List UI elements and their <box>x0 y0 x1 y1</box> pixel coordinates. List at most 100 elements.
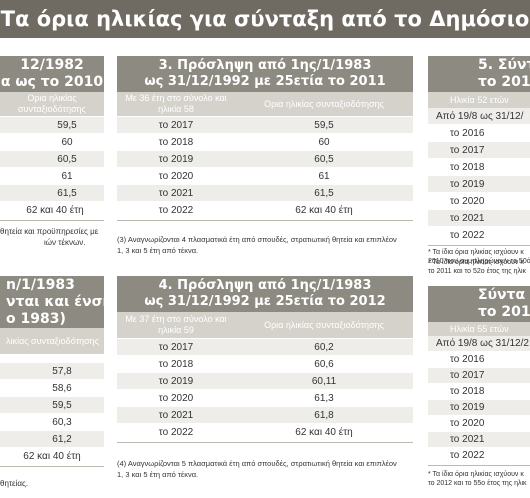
table-row: το 2021 <box>428 210 530 227</box>
footnote-line-2: 1, 3 και 5 έτη από τέκνα. <box>117 470 199 479</box>
table-title-line-1: n/1/1983 <box>6 276 75 293</box>
table-panel-5: 5. Σύντα το 2011 Ηλικία 52 ετών Από 19/8… <box>428 56 530 278</box>
table-row: 57,8 <box>0 363 104 380</box>
footnote-line-2: ιών τέκνων. <box>44 238 86 247</box>
age-cell: 60,11 <box>311 376 337 387</box>
age-cell: 60 <box>318 137 330 148</box>
age-value: 60,3 <box>52 417 72 428</box>
column-header-age: Ηλικία 55 ετών <box>450 323 509 334</box>
table-row: 60,3 <box>0 414 104 431</box>
year-cell: το 2021 <box>450 434 485 445</box>
table-row: το 2017 59,5 <box>117 117 413 134</box>
table-row: το 2022 <box>428 227 530 244</box>
table-row: Από 19/8 ως 31/12/2 <box>428 336 530 352</box>
year-cell: το 2019 <box>450 402 485 413</box>
table-row: 59,5 <box>0 397 104 414</box>
age-cell: 59,5 <box>314 120 334 131</box>
year-cell: το 2021 <box>158 188 194 199</box>
table-title-line-2: το 2011 <box>478 74 530 90</box>
table-header: Ηλικία 55 ετών <box>428 322 530 336</box>
column-header-age-line-2: συνταξιοδότησης <box>18 104 86 114</box>
table-panel-4: 4. Πρόσληψη από 1ης/1/1983 ως 31/12/1992… <box>117 276 413 488</box>
age-value: 59,5 <box>52 400 72 411</box>
table-header: Ηλικία 52 ετών <box>428 92 530 108</box>
table-row: το 2018 60,6 <box>117 356 413 373</box>
table-title-line-2: το 2012 <box>478 304 530 320</box>
age-value: 61,5 <box>57 188 77 199</box>
table-row: το 2017 <box>428 368 530 384</box>
footnote-line-1: * Τα ίδια όρια ηλικίας ισχύουν κ <box>428 249 524 256</box>
year-cell: το 2017 <box>450 145 485 156</box>
table-title-line-1: 4. Πρόσληψη από 1ης/1/1983 <box>158 278 372 293</box>
age-value: 61,2 <box>52 434 72 445</box>
year-cell: το 2016 <box>450 128 485 139</box>
year-cell: το 2021 <box>158 410 194 421</box>
table-row: το 2021 61,8 <box>117 407 413 424</box>
table-header: Ορια ηλικίας συνταξιοδότησης <box>0 92 104 116</box>
table-row: το 2019 60,5 <box>117 151 413 168</box>
age-value: 59,5 <box>57 120 77 131</box>
year-cell: το 2019 <box>158 154 194 165</box>
table-row: το 2019 <box>428 176 530 193</box>
table-header: Με 37 έτη στο σύνολο και ηλικία 59 Ορια … <box>117 312 413 338</box>
year-cell: Από 19/8 ως 31/12/ <box>436 111 524 122</box>
column-header-years: Με 37 έτη στο σύνολο και ηλικία 59 <box>125 314 227 335</box>
table-title: Σύντα το 2012 <box>428 286 530 322</box>
table-title-line-1: 3. Πρόσληψη από 1ης/1/1983 <box>158 58 372 73</box>
age-cell: 61,3 <box>314 393 334 404</box>
table-bottom-rule <box>0 466 104 467</box>
age-cell: 61,8 <box>314 410 334 421</box>
table-title-line-3: ο 1983) <box>6 310 66 327</box>
year-cell: το 2020 <box>158 393 194 404</box>
footnote-line-4: το 2011 και το 52ο έτος της ηλικ <box>428 268 527 275</box>
footnote-line-1: (3) Αναγνωρίζονται 4 πλασματικά έτη από … <box>117 235 397 244</box>
age-cell: 60,6 <box>314 359 334 370</box>
year-cell: το 2018 <box>450 162 485 173</box>
age-value: 60,5 <box>57 154 77 165</box>
age-cell: 61 <box>318 171 330 182</box>
age-value: 62 και 40 έτη <box>23 451 81 462</box>
table-row: το 2018 <box>428 159 530 176</box>
table-row: 62 και 40 έτη <box>0 448 104 465</box>
age-cell: 61,5 <box>314 188 334 199</box>
table-bottom-rule <box>428 245 530 246</box>
table-title-line-1: Σύντα <box>478 287 526 303</box>
table-row: 60,5 <box>0 151 104 168</box>
table-left-bottom: n/1/1983 νται και ένσημα ο 1983) λικίας … <box>0 276 104 498</box>
table-title-line-1: 12/1982 <box>20 57 84 73</box>
year-cell: το 2022 <box>158 205 194 216</box>
table-row: το 2020 61,3 <box>117 390 413 407</box>
age-cell: 60,5 <box>314 154 334 165</box>
table-row: το 2021 61,5 <box>117 185 413 202</box>
table-title: 12/1982 α ως το 2010 <box>0 56 104 92</box>
table-title: 3. Πρόσληψη από 1ης/1/1983 ως 31/12/1992… <box>117 56 413 92</box>
footnote: (3) Αναγνωρίζονται 4 πλασματικά έτη από … <box>117 234 413 256</box>
year-cell: το 2017 <box>158 120 194 131</box>
table-title-line-2: ως 31/12/1992 με 25ετία το 2012 <box>144 294 386 309</box>
table-row: το 2016 <box>428 125 530 142</box>
table-row: 59,5 <box>0 117 104 134</box>
footnote-panel-5-extra: * Τα ίδια όρια ηλικίας ισχύουν κ το 2011… <box>428 258 530 276</box>
year-cell: το 2020 <box>450 418 485 429</box>
table-row: 58,6 <box>0 380 104 397</box>
table-row: 61 <box>0 168 104 185</box>
table-bottom-rule <box>117 220 413 221</box>
table-row: το 2017 60,2 <box>117 339 413 356</box>
table-row: το 2022 62 και 40 έτη <box>117 424 413 441</box>
table-row: το 2019 <box>428 400 530 416</box>
footnote-line-1: (4) Αναγνωρίζονται 5 πλασματικά έτη από … <box>117 459 397 468</box>
column-header-age: Ορια ηλικίας συνταξιοδότησης <box>264 319 384 330</box>
footnote-line-3: * Τα ίδια όρια ηλικίας ισχύουν κ <box>428 259 524 266</box>
table-row: το 2022 62 και 40 έτη <box>117 202 413 219</box>
year-cell: το 2020 <box>450 196 485 207</box>
table-bottom-rule <box>428 465 530 466</box>
footnote-line-2: 1, 3 και 5 έτη από τέκνα. <box>117 246 199 255</box>
footnote-line-1: θητεία και προϋπηρεσίες με <box>0 227 99 236</box>
table-row: το 2020 <box>428 416 530 432</box>
column-header-age: Ηλικία 52 ετών <box>450 94 509 105</box>
table-title: 4. Πρόσληψη από 1ης/1/1983 ως 31/12/1992… <box>117 276 413 312</box>
table-row: 61,2 <box>0 431 104 448</box>
column-header-years: Με 36 έτη στο σύνολο και ηλικία 58 <box>125 93 227 114</box>
year-cell: το 2022 <box>158 427 194 438</box>
table-row: το 2018 60 <box>117 134 413 151</box>
